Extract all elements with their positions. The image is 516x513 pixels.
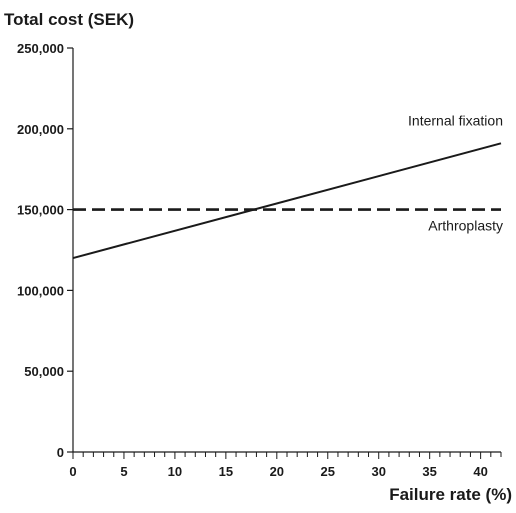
x-tick-label: 10 <box>168 464 182 479</box>
y-tick-label: 200,000 <box>17 122 64 137</box>
y-tick-label: 100,000 <box>17 283 64 298</box>
x-tick-label: 20 <box>270 464 284 479</box>
ticks: 0 50,000 100,000 150,000 200,000 250,000 0 5 10 1… <box>17 41 502 479</box>
series-label-internal-fixation: Internal fixation <box>408 112 503 128</box>
y-tick-label: 250,000 <box>17 41 64 56</box>
y-axis-title: Total cost (SEK) <box>4 10 134 29</box>
axes <box>72 48 501 453</box>
y-tick-label: 150,000 <box>17 203 64 218</box>
x-tick-label: 35 <box>422 464 436 479</box>
series-label-arthroplasty: Arthroplasty <box>428 218 503 234</box>
x-axis-title: Failure rate (%) <box>389 485 512 504</box>
x-tick-label: 0 <box>69 464 76 479</box>
y-tick-label: 0 <box>57 445 64 460</box>
x-tick-label: 30 <box>371 464 385 479</box>
series-labels: Internal fixation Arthroplasty <box>408 112 503 233</box>
series-group <box>72 142 502 260</box>
series-line-internal-fixation <box>72 142 502 260</box>
y-tick-label: 50,000 <box>24 364 64 379</box>
x-tick-label: 25 <box>321 464 335 479</box>
x-tick-label: 15 <box>219 464 233 479</box>
x-tick-label: 40 <box>473 464 487 479</box>
x-tick-label: 5 <box>120 464 127 479</box>
